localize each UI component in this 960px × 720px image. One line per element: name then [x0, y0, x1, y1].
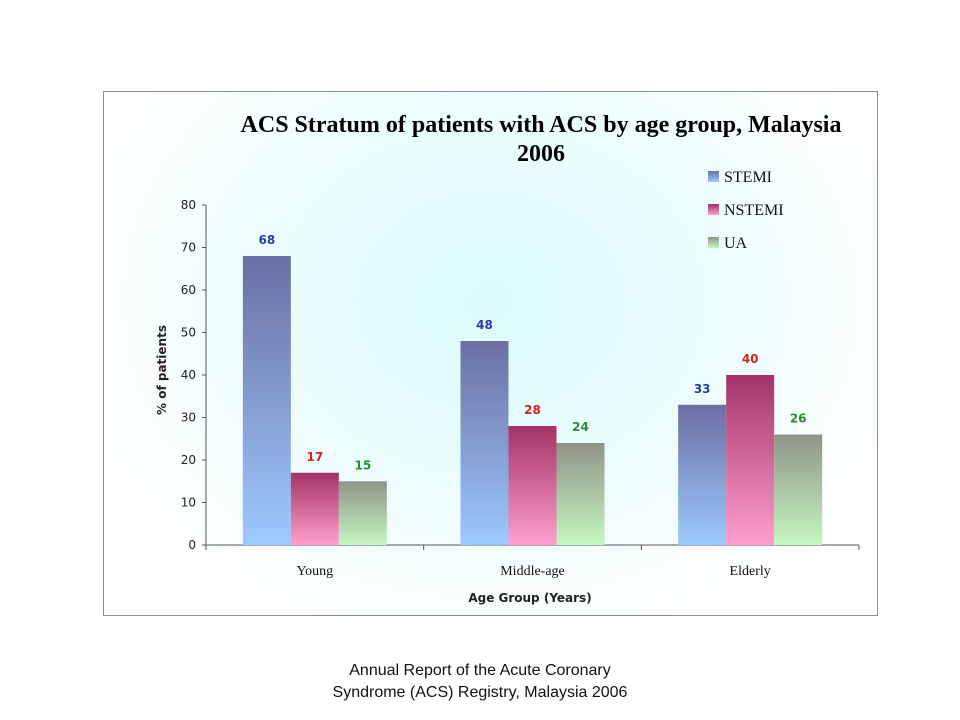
bar-group	[242, 256, 823, 545]
y-tick-label: 50	[181, 326, 196, 340]
chart-title-line-2: 2006	[517, 141, 565, 167]
chart-title-line-1: ACS Stratum of patients with ACS by age …	[241, 112, 842, 138]
legend-swatch-nstemi	[708, 204, 719, 215]
bar-nstemi-middle-age	[508, 426, 557, 545]
bar-ua-middle-age	[556, 443, 605, 545]
y-axis: 0 10 20 30 40 50 60 70 80	[181, 198, 207, 552]
legend-label-ua: UA	[724, 235, 748, 252]
bar-stemi-elderly	[678, 404, 727, 545]
caption-line-1: Annual Report of the Acute Coronary	[349, 662, 611, 679]
bar-stemi-middle-age	[460, 341, 509, 545]
y-axis-title: % of patients	[155, 325, 169, 415]
legend-label-nstemi: NSTEMI	[724, 202, 784, 219]
data-label: 26	[790, 412, 807, 426]
chart-legend: STEMI NSTEMI UA	[708, 169, 784, 252]
data-label: 40	[742, 352, 759, 366]
bar-ua-elderly	[774, 434, 823, 545]
x-tick-label: Middle-age	[500, 564, 565, 579]
y-tick-label: 20	[181, 453, 196, 467]
data-label: 33	[694, 382, 711, 396]
legend-swatch-stemi	[708, 171, 719, 182]
data-labels: 68 17 15 48 28 24 33 40 26	[258, 233, 806, 472]
data-label: 48	[476, 318, 493, 332]
data-label: 68	[258, 233, 275, 247]
y-tick-label: 70	[181, 241, 196, 255]
caption-line-2: Syndrome (ACS) Registry, Malaysia 2006	[332, 684, 628, 701]
x-tick-label: Elderly	[730, 564, 771, 579]
legend-label-stemi: STEMI	[724, 169, 772, 186]
bar-chart: ACS Stratum of patients with ACS by age …	[155, 112, 860, 605]
data-label: 24	[572, 420, 589, 434]
data-label: 17	[306, 450, 323, 464]
y-tick-label: 10	[181, 496, 196, 510]
y-tick-label: 80	[181, 198, 196, 212]
y-tick-label: 40	[181, 368, 196, 382]
legend-swatch-ua	[708, 237, 719, 248]
y-tick-label: 0	[188, 538, 196, 552]
data-label: 28	[524, 403, 541, 417]
x-axis-title: Age Group (Years)	[468, 591, 591, 605]
chart-frame: ACS Stratum of patients with ACS by age …	[103, 91, 878, 616]
y-tick-label: 30	[181, 411, 196, 425]
bar-nstemi-elderly	[726, 375, 775, 545]
data-label: 15	[354, 458, 371, 472]
x-axis: Young Middle-age Elderly	[205, 544, 860, 579]
y-tick-label: 60	[181, 283, 196, 297]
bar-stemi-young	[242, 256, 291, 545]
bar-nstemi-young	[290, 472, 339, 545]
bar-ua-young	[338, 481, 387, 545]
x-tick-label: Young	[296, 564, 333, 579]
